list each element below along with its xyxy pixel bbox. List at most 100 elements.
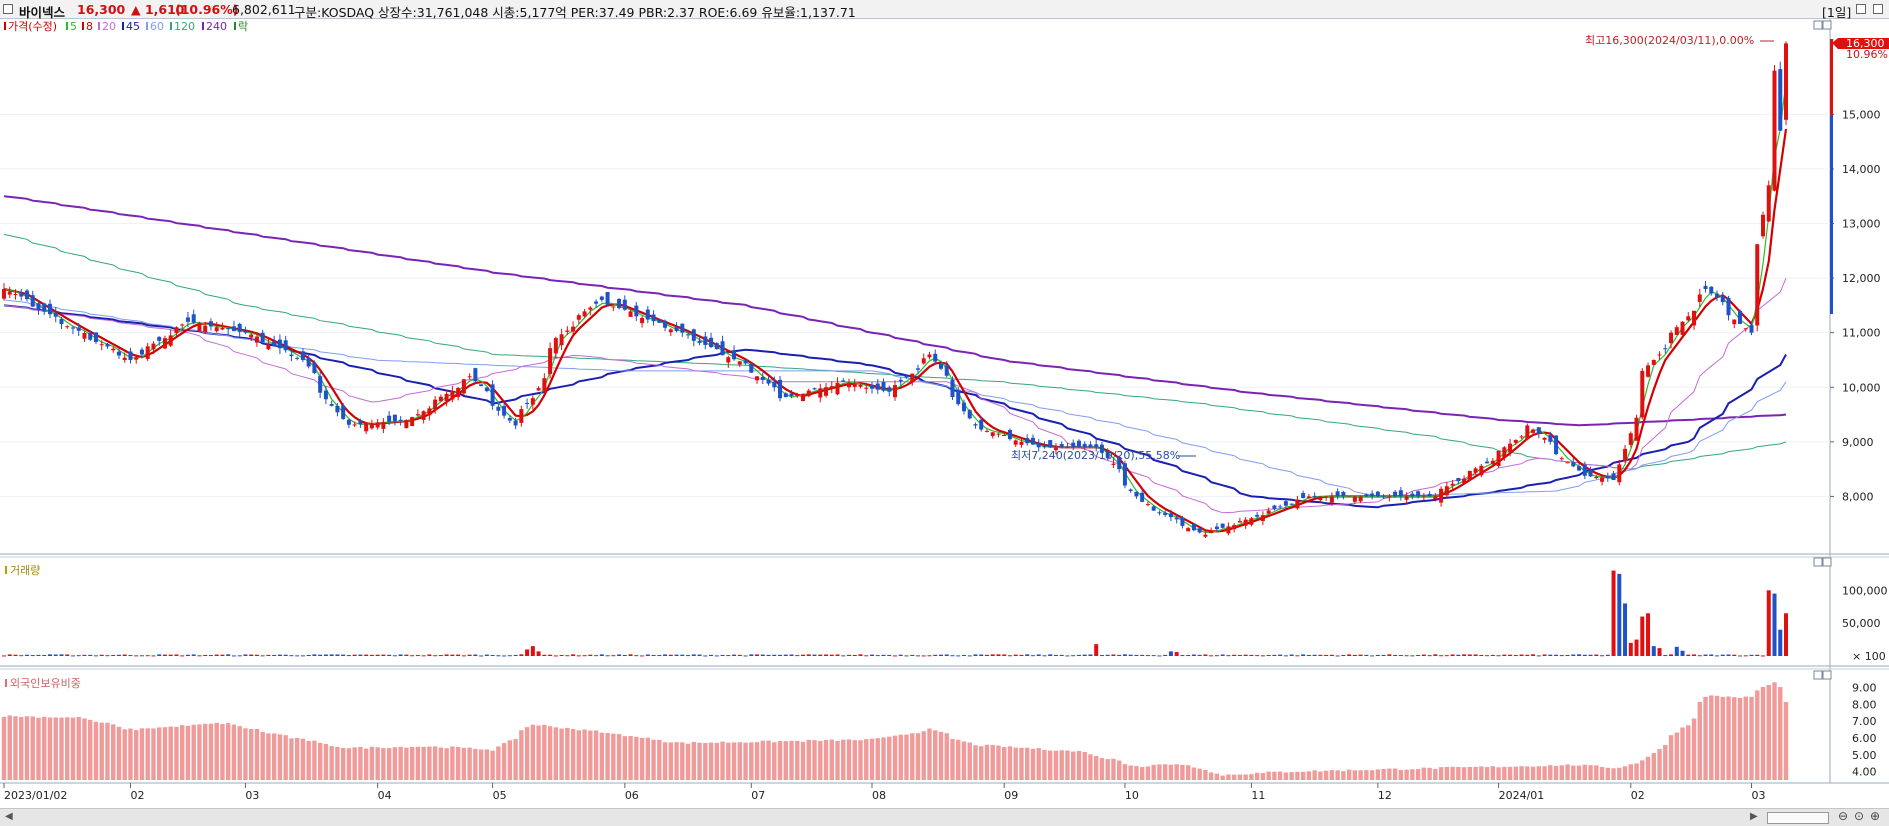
foreign-ownership-bar: [340, 747, 346, 780]
foreign-ownership-bar: [1548, 765, 1553, 780]
volume-bar: [938, 654, 943, 656]
candle-body: [818, 388, 823, 398]
foreign-ownership-bar: [1749, 696, 1754, 780]
candle-body: [415, 414, 420, 416]
close-icon[interactable]: [1873, 4, 1883, 14]
foreign-ownership-bar: [1553, 766, 1559, 780]
foreign-ownership-bar: [547, 726, 553, 780]
foreign-ownership-bar: [1456, 766, 1461, 780]
foreign-ownership-bar: [1645, 756, 1651, 780]
foreign-ownership-bar: [1732, 697, 1737, 780]
foreign-ownership-bar: [812, 740, 817, 780]
volume-bar: [691, 654, 696, 656]
candle-body: [1680, 321, 1685, 335]
price-panel-max-icon[interactable]: [1813, 20, 1823, 30]
volume-bar: [1565, 654, 1570, 656]
foreign-ownership-bar: [1467, 766, 1473, 780]
foreign-ownership-bar: [869, 738, 875, 780]
foreign-ownership-bar: [1387, 768, 1392, 780]
candle-body: [1358, 496, 1363, 502]
foreign-ownership-bar: [513, 739, 518, 780]
candle-body: [82, 332, 87, 339]
zoom-in-icon[interactable]: ⊕: [1870, 809, 1881, 823]
volume-panel-max-icon[interactable]: [1813, 557, 1823, 567]
foreign-ownership-bar: [1496, 767, 1501, 780]
candle-body: [979, 419, 984, 430]
period-selector[interactable]: [1일]: [1822, 5, 1852, 20]
candle-body: [450, 390, 455, 400]
volume-bar: [1473, 654, 1478, 656]
foreign-ownership-bar: [795, 740, 800, 780]
volume-bar: [272, 654, 277, 656]
price-change-pct: (10.96%): [175, 2, 239, 17]
candle-body: [1145, 504, 1150, 506]
volume-bar: [1554, 654, 1559, 656]
x-axis-label: 07: [751, 789, 765, 802]
volume-bar: [1588, 654, 1593, 656]
volume-panel-close-icon[interactable]: [1822, 557, 1832, 567]
candle-body: [1122, 463, 1127, 486]
foreign-panel-max-icon[interactable]: [1813, 670, 1823, 680]
foreign-ownership-bar: [680, 742, 685, 780]
foreign-ownership-bar: [312, 740, 317, 780]
x-axis-label: 08: [872, 789, 886, 802]
foreign-ownership-bar: [1565, 764, 1570, 780]
volume-bar: [1703, 654, 1708, 656]
candle-body: [30, 295, 35, 307]
volume-bar: [341, 654, 346, 656]
candle-body: [864, 387, 869, 389]
zoom-reset-icon[interactable]: ⊙: [1854, 809, 1865, 823]
candle-body: [668, 329, 673, 333]
foreign-panel-close-icon[interactable]: [1822, 670, 1832, 680]
candle-body: [640, 317, 645, 324]
candle-body: [226, 328, 231, 330]
candle-body: [1623, 448, 1628, 462]
candle-body: [1381, 495, 1386, 497]
foreign-ownership-bar: [1226, 774, 1231, 780]
foreign-ownership-bar: [427, 746, 432, 780]
volume-bar: [243, 654, 248, 656]
foreign-ownership-bar: [1197, 768, 1202, 780]
foreign-ownership-bar: [542, 724, 547, 780]
volume-bar: [128, 655, 133, 657]
candle-body: [1439, 488, 1444, 503]
candle-body: [1548, 435, 1553, 442]
foreign-ownership-bar: [1093, 755, 1099, 780]
candle-body: [174, 327, 179, 333]
candle-body: [961, 402, 966, 412]
volume-bar: [651, 654, 656, 656]
foreign-ownership-bar: [1571, 765, 1576, 780]
stock-chart[interactable]: 8,000 9,000 10,000 11,000 12,000 13,000 14,000…: [0, 19, 1889, 808]
candle-body: [1243, 519, 1248, 526]
horizontal-scrollbar[interactable]: ◀ ▶ ⊖ ⊙ ⊕: [0, 808, 1889, 826]
candle-body: [824, 387, 829, 396]
zoom-out-icon[interactable]: ⊖: [1838, 809, 1849, 823]
volume-bar: [1347, 654, 1352, 656]
foreign-ownership-bar: [927, 728, 932, 780]
foreign-ownership-bar: [392, 747, 398, 780]
scroll-left-icon[interactable]: ◀: [5, 811, 13, 822]
scroll-right-icon[interactable]: ▶: [1750, 811, 1758, 822]
price-panel-close-icon[interactable]: [1822, 20, 1832, 30]
candle-body: [1209, 530, 1214, 534]
candle-body: [571, 326, 576, 332]
candle-body: [663, 320, 668, 328]
volume-bar: [760, 654, 765, 656]
candle-body: [697, 340, 702, 343]
window-checkbox-icon[interactable]: [3, 4, 13, 14]
volume-bar: [1513, 655, 1518, 657]
candle-body: [36, 303, 41, 310]
foreign-ownership-bar: [59, 717, 64, 780]
volume-bar: [415, 655, 420, 657]
foreign-ownership-bar: [1392, 768, 1398, 780]
foreign-ownership-bar: [1139, 767, 1145, 780]
volume-bar: [1117, 654, 1122, 656]
foreign-ownership-bar: [381, 748, 386, 780]
scroll-thumb[interactable]: [1767, 812, 1829, 824]
current-price: 16,300: [77, 2, 126, 17]
foreign-ownership-bar: [639, 737, 645, 780]
foreign-ownership-bar: [197, 724, 202, 780]
foreign-ownership-bar: [806, 739, 811, 780]
restore-icon[interactable]: [1856, 4, 1866, 14]
foreign-ownership-bar: [1185, 765, 1191, 780]
